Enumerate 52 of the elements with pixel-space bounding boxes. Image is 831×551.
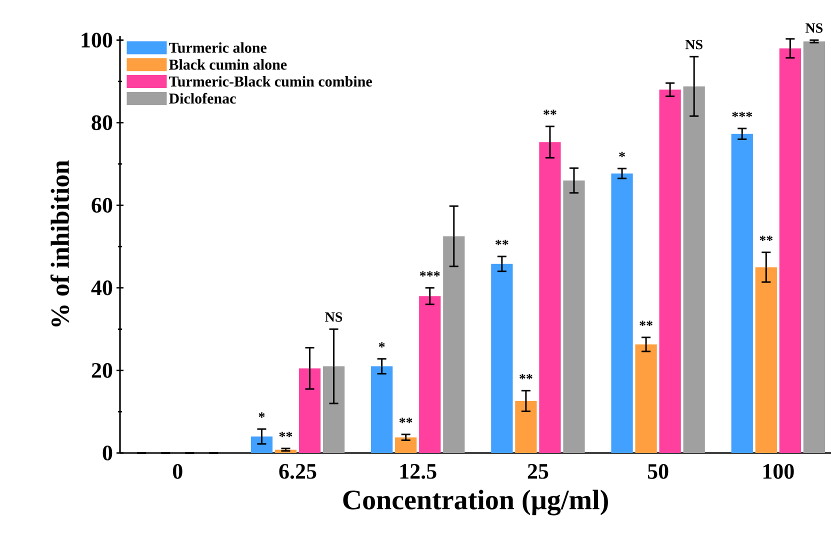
data-label: *** (732, 112, 752, 118)
data-label: ** (760, 236, 773, 241)
bar (322, 366, 345, 453)
data-label: * (619, 152, 625, 158)
bar (779, 48, 801, 453)
data-label: ** (496, 240, 508, 246)
data-label: * (378, 342, 385, 348)
bar (659, 90, 681, 453)
legend-label: Turmeric-Black cumin combine (168, 76, 372, 87)
x-tick-label: 25 (528, 464, 548, 479)
data-label: * (258, 412, 265, 418)
bar (731, 134, 753, 453)
bar (298, 368, 321, 453)
y-axis-title: % of inhibition (50, 160, 70, 326)
legend-label: Black cumin alone (168, 59, 287, 70)
legend-label: Diclofenac (169, 92, 236, 104)
y-tick-label: 80 (92, 115, 112, 130)
bar (611, 173, 633, 453)
bar (395, 437, 417, 453)
bar (419, 296, 441, 453)
bar (515, 400, 537, 453)
x-axis-title: Concentration (µg/ml) (343, 490, 608, 516)
bar (683, 86, 705, 453)
bar (443, 236, 465, 453)
bar (371, 366, 393, 453)
bar (539, 142, 561, 453)
data-label: NS (685, 40, 702, 50)
bar (803, 41, 826, 453)
y-tick-label: 100 (82, 32, 112, 48)
y-tick-label: 0 (102, 446, 112, 460)
y-tick-label: 60 (92, 198, 112, 213)
y-tick-label: 40 (91, 280, 112, 296)
x-tick-label: 6.25 (279, 464, 316, 479)
bar (491, 264, 513, 453)
data-label: ** (544, 110, 556, 116)
bar (755, 267, 777, 453)
x-tick-label: 100 (763, 464, 794, 479)
data-label: ** (279, 432, 292, 438)
data-label: *** (420, 271, 440, 277)
x-tick-label: 50 (648, 464, 668, 479)
x-tick-label: 0 (172, 464, 182, 479)
data-label: ** (520, 374, 532, 380)
data-label: ** (640, 320, 652, 326)
bar (635, 344, 657, 453)
x-tick-label: 12.5 (400, 464, 436, 479)
bar (563, 180, 585, 453)
legend-label: Turmeric alone (168, 42, 267, 53)
data-label: NS (806, 23, 823, 33)
bar (250, 436, 273, 453)
data-label: ** (399, 418, 412, 424)
y-tick-label: 20 (92, 363, 112, 378)
data-label: NS (325, 312, 342, 322)
